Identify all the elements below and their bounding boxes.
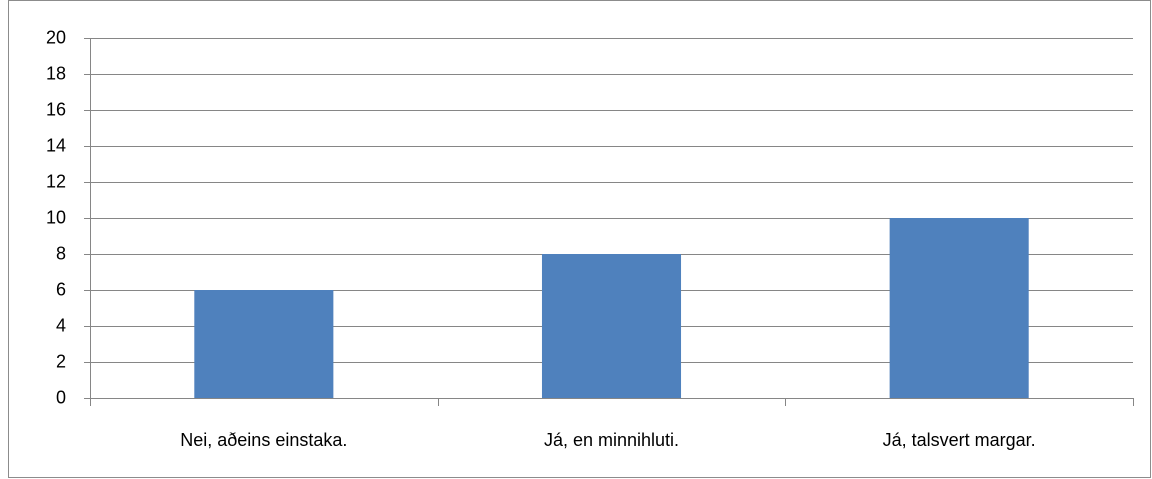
bar bbox=[889, 218, 1029, 398]
x-tick-label: Já, talsvert margar. bbox=[883, 430, 1036, 450]
bar bbox=[541, 254, 682, 398]
y-tick-label: 10 bbox=[46, 207, 66, 227]
y-tick-label: 2 bbox=[56, 351, 66, 371]
y-tick-label: 8 bbox=[56, 243, 66, 263]
x-tick-label: Já, en minnihluti. bbox=[544, 430, 679, 450]
y-tick-label: 14 bbox=[46, 135, 66, 155]
bar bbox=[194, 290, 334, 398]
y-tick-label: 18 bbox=[46, 63, 66, 83]
y-tick-label: 20 bbox=[46, 27, 66, 47]
x-tick-label: Nei, aðeins einstaka. bbox=[180, 430, 347, 450]
y-tick-label: 4 bbox=[56, 315, 66, 335]
y-tick-label: 6 bbox=[56, 279, 66, 299]
y-tick-label: 12 bbox=[46, 171, 66, 191]
y-tick-label: 0 bbox=[56, 387, 66, 407]
y-tick-label: 16 bbox=[46, 99, 66, 119]
